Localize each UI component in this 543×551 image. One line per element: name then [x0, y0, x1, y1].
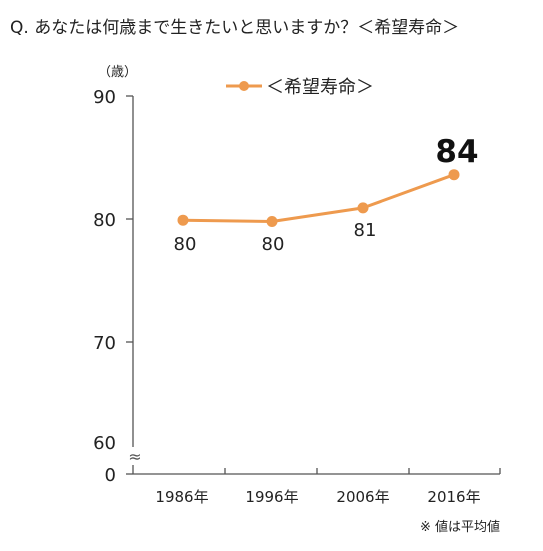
x-tick-label: 2006年 [336, 488, 389, 506]
x-tick-label: 1986年 [155, 488, 208, 506]
legend-marker [239, 81, 249, 91]
data-label: 80 [174, 234, 197, 255]
data-point [266, 216, 278, 227]
x-tick-label: 1996年 [245, 488, 298, 506]
data-point [177, 214, 189, 226]
axis-break-gap [127, 447, 141, 465]
y-axis-unit: （歳） [98, 65, 137, 80]
data-point [357, 202, 369, 214]
series-points [177, 169, 460, 227]
axis-break-icon: ≈ [128, 447, 141, 466]
y-tick-label: 70 [93, 333, 116, 354]
x-tick-label: 2016年 [427, 488, 480, 506]
y-tick-label: 0 [105, 465, 116, 486]
data-label-highlight: 84 [435, 134, 478, 170]
series-line [182, 173, 455, 223]
footnote: ※ 値は平均値 [420, 519, 500, 535]
question-title: Q. あなたは何歳まで生きたいと思いますか？＜希望寿命＞ [10, 18, 459, 38]
y-tick-label: 80 [93, 210, 116, 231]
data-label: 81 [354, 220, 377, 241]
y-tick-label: 60 [93, 433, 116, 454]
data-label: 80 [262, 234, 285, 255]
legend-label: ＜希望寿命＞ [266, 77, 374, 98]
y-tick-label: 90 [93, 87, 116, 108]
data-point [448, 169, 460, 181]
